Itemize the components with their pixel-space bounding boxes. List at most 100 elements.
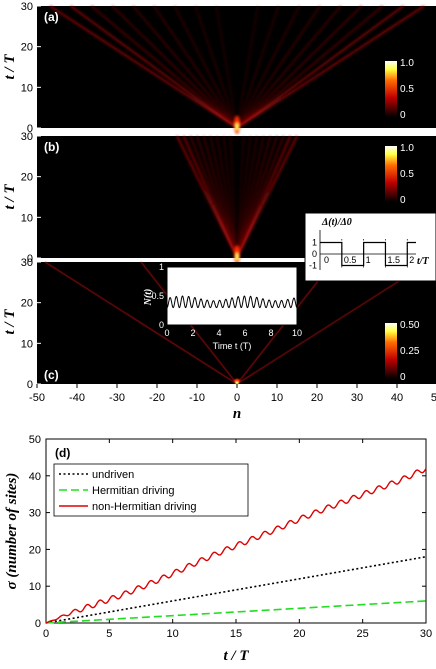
panel-c-ytick-label: 10 <box>21 338 33 350</box>
panel-a-colorbar <box>385 61 397 117</box>
panel-a-cone-ray <box>215 5 238 129</box>
panel-a-cbar-tick-top: 1.0 <box>400 58 414 69</box>
panel-a-cone-ray <box>236 5 342 129</box>
panel-a-ytick-label: 0 <box>27 123 33 135</box>
panel-b-cone-ray <box>182 135 238 259</box>
norm-inset-ylabel: N(t) <box>143 289 154 307</box>
panel-d-xtick-label: 30 <box>420 628 432 640</box>
panel-d-ytick-label: 20 <box>29 544 41 556</box>
legend: undriven Hermitian driving non-Hermitian… <box>53 463 249 517</box>
panel-a-cone-ray <box>153 5 238 129</box>
panel-d-ytick-label: 0 <box>35 618 41 630</box>
panel-c-xtick-label: 0 <box>234 392 240 404</box>
drive-inset-x-ticks: 0 0.5 1 1.5 2 <box>324 255 414 265</box>
panel-c-ytick-label: 20 <box>21 298 33 310</box>
panel-c-y-ticks: 0 10 20 30 <box>21 257 41 391</box>
panel-b-cone-ray <box>236 135 272 259</box>
panel-c-xtick-label: -30 <box>109 392 125 404</box>
panel-a-ytick-label: 10 <box>21 82 33 94</box>
legend-label-non-hermitian: non-Hermitian driving <box>92 501 197 513</box>
panel-c-cone-ray <box>236 261 430 385</box>
drive-inset-xtick-label: 1 <box>366 255 371 265</box>
norm-inset: 10.50 0 2 4 6 8 10 N(t) Time t (T) <box>143 262 302 351</box>
panel-b-cone-ray <box>202 135 238 259</box>
series-undriven <box>45 555 427 624</box>
panel-b-cone-ray <box>236 135 298 259</box>
panel-b-cone-ray <box>236 135 258 259</box>
panel-c-xtick-label: -20 <box>149 392 165 404</box>
panel-c-ylabel: t / T <box>2 309 18 335</box>
panel-c-cone-ray <box>44 261 238 385</box>
drive-inset-xtick-label: 2 <box>409 255 414 265</box>
panel-a-cone-ray <box>236 5 259 129</box>
drive-inset-xtick-label: 0 <box>324 255 329 265</box>
norm-inset-xtick-label: 4 <box>216 328 221 338</box>
panel-b-ytick-label: 30 <box>21 131 33 143</box>
panel-a-cbar-tick-bot: 0 <box>400 110 406 121</box>
panel-b-ytick-label: 0 <box>27 253 33 265</box>
drive-inset-ytick-label: 1 <box>312 238 317 248</box>
norm-inset-y-ticks: 10.50 <box>151 262 164 330</box>
panel-a-ytick-label: 30 <box>21 1 33 13</box>
panel-c-x-ticks: -50 -40 -30 -20 -10 0 10 20 30 40 50 <box>29 384 436 404</box>
panel-d-xtick-label: 20 <box>293 628 305 640</box>
panel-d-xtick-label: 15 <box>230 628 242 640</box>
panel-c-xtick-label: 30 <box>351 392 363 404</box>
norm-inset-xtick-label: 2 <box>190 328 195 338</box>
panel-d-label: (d) <box>55 446 70 460</box>
panel-a-cone-ray <box>236 5 280 129</box>
drive-inset-xtick-label: 1.5 <box>387 255 400 265</box>
drive-inset-line <box>320 241 416 267</box>
panel-c-xlabel: n <box>233 406 241 422</box>
panel-a-cone-ray <box>236 5 384 129</box>
legend-label-undriven: undriven <box>92 469 134 481</box>
panel-c-origin-glow <box>234 378 240 383</box>
panel-b-cone-ray <box>236 135 285 259</box>
panel-b-cone-ray <box>236 135 292 259</box>
panel-c-xtick-label: 20 <box>311 392 323 404</box>
norm-inset-box <box>166 266 298 326</box>
drive-inset-xlabel: t/T <box>417 256 430 267</box>
norm-inset-xlabel: Time t (T) <box>213 341 252 351</box>
norm-inset-xtick-label: 6 <box>242 328 247 338</box>
panel-b-cone-ray <box>176 135 238 259</box>
drive-inset-xtick-label: 0.5 <box>344 255 357 265</box>
panel-d-xlabel: t / T <box>224 648 250 664</box>
panel-b-cbar-tick-bot: 0 <box>400 195 406 206</box>
panel-c-xtick-label: 50 <box>431 392 436 404</box>
panel-a-cone-ray <box>90 5 238 129</box>
panel-b-ytick-label: 20 <box>21 172 33 184</box>
panel-b-cone-ray <box>236 135 245 259</box>
panel-c-xtick-label: 10 <box>271 392 283 404</box>
panel-c-xtick-label: 40 <box>391 392 403 404</box>
drive-inset-frame <box>304 212 436 282</box>
series-non-hermitian <box>45 468 427 624</box>
panel-b-label: (b) <box>44 140 59 154</box>
panel-c-xtick-label: -50 <box>29 392 45 404</box>
panel-a-cone-ray <box>111 5 238 129</box>
norm-inset-line <box>166 295 298 309</box>
norm-inset-xtick-label: 0 <box>164 328 169 338</box>
legend-label-hermitian: Hermitian driving <box>92 485 175 497</box>
panel-d-xtick-label: 0 <box>43 628 49 640</box>
panel-a-cone-ray <box>236 5 363 129</box>
panel-a-cone-ray <box>70 5 238 129</box>
panel-b-cone-ray <box>229 135 238 259</box>
panel-d-ytick-label: 10 <box>29 581 41 593</box>
panel-d-ytick-label: 30 <box>29 508 41 520</box>
norm-inset-ytick-label: 0.5 <box>151 291 164 301</box>
panel-b-cone-ray <box>216 135 238 259</box>
panel-a-cbar-tick-mid: 0.5 <box>400 84 414 95</box>
panel-a-cone-ray <box>236 5 425 129</box>
panel-b-cone-ray <box>236 135 252 259</box>
panel-d-ytick-label: 50 <box>29 434 41 446</box>
panel-b-ytick-label: 10 <box>21 212 33 224</box>
panel-d-xtick-label: 10 <box>167 628 179 640</box>
drive-inset-ylabel: Δ(t)/Δ0 <box>321 217 352 228</box>
panel-c-xtick-label: -40 <box>69 392 85 404</box>
norm-inset-ytick-label: 0 <box>159 320 164 330</box>
panel-a-y-ticks: 0 10 20 30 <box>21 1 41 135</box>
panel-b-cone-ray <box>189 135 238 259</box>
